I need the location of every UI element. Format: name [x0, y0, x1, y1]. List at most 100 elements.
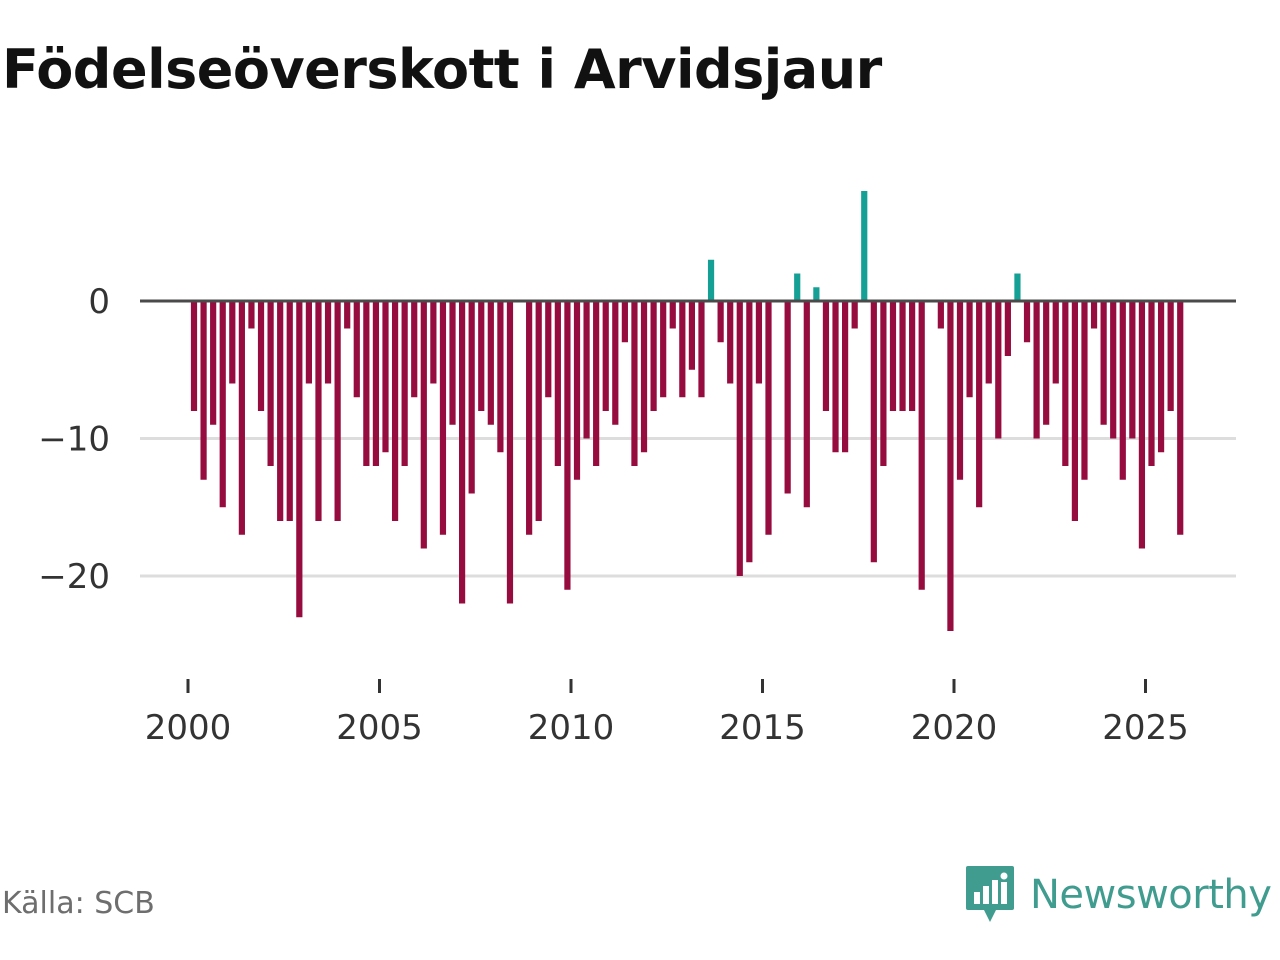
bar[interactable]: [459, 301, 466, 604]
bar[interactable]: [1138, 301, 1146, 549]
bar[interactable]: [1071, 301, 1078, 521]
bar[interactable]: [1033, 301, 1040, 439]
bar[interactable]: [966, 301, 973, 398]
bar[interactable]: [564, 301, 571, 590]
bar[interactable]: [746, 301, 753, 563]
bar[interactable]: [727, 301, 734, 384]
bar[interactable]: [219, 301, 226, 508]
bar[interactable]: [583, 301, 590, 439]
bar[interactable]: [1052, 301, 1059, 384]
bar[interactable]: [1081, 301, 1088, 480]
bar[interactable]: [909, 301, 916, 411]
bar[interactable]: [478, 301, 485, 411]
bar[interactable]: [899, 301, 906, 411]
bar[interactable]: [640, 301, 648, 453]
bar[interactable]: [688, 301, 695, 370]
bar[interactable]: [200, 301, 207, 480]
bar[interactable]: [621, 301, 628, 343]
bar[interactable]: [707, 259, 715, 301]
bar[interactable]: [669, 301, 676, 329]
bar[interactable]: [765, 301, 772, 535]
bar[interactable]: [1062, 301, 1069, 466]
bar[interactable]: [210, 301, 217, 425]
bar[interactable]: [995, 301, 1002, 439]
bar[interactable]: [947, 301, 954, 631]
bar[interactable]: [1119, 301, 1126, 480]
bar[interactable]: [257, 301, 265, 411]
bar[interactable]: [1129, 301, 1136, 439]
bar[interactable]: [851, 301, 858, 329]
bar[interactable]: [363, 301, 370, 466]
bar[interactable]: [794, 273, 801, 302]
bar[interactable]: [468, 301, 475, 494]
bar[interactable]: [267, 301, 274, 466]
bar[interactable]: [248, 301, 255, 329]
bar[interactable]: [1100, 301, 1107, 425]
bar[interactable]: [593, 301, 600, 466]
bar[interactable]: [803, 301, 810, 508]
bar[interactable]: [315, 301, 322, 521]
bar[interactable]: [842, 301, 849, 453]
bar[interactable]: [1167, 301, 1174, 411]
bar[interactable]: [324, 301, 332, 384]
bar[interactable]: [190, 301, 198, 411]
bar[interactable]: [1014, 273, 1021, 302]
bar[interactable]: [679, 301, 686, 398]
bar[interactable]: [545, 301, 552, 398]
bar[interactable]: [631, 301, 638, 466]
bar[interactable]: [334, 301, 341, 521]
bar[interactable]: [937, 301, 944, 329]
bar[interactable]: [755, 301, 763, 384]
bar[interactable]: [985, 301, 992, 384]
bar[interactable]: [506, 301, 514, 604]
bar[interactable]: [305, 301, 312, 384]
bar[interactable]: [449, 301, 456, 425]
bar[interactable]: [554, 301, 561, 466]
bar[interactable]: [277, 301, 284, 521]
bar[interactable]: [487, 301, 494, 425]
bar[interactable]: [1023, 301, 1031, 343]
bar[interactable]: [1148, 301, 1155, 466]
newsworthy-logo-link[interactable]: Newsworthy: [964, 864, 1272, 926]
bar[interactable]: [1177, 301, 1184, 535]
bar[interactable]: [344, 301, 351, 329]
bar[interactable]: [889, 301, 897, 411]
bar[interactable]: [736, 301, 743, 576]
bar[interactable]: [660, 301, 667, 398]
bar[interactable]: [861, 191, 868, 301]
bar[interactable]: [420, 301, 427, 549]
bar[interactable]: [1110, 301, 1117, 439]
bar[interactable]: [229, 301, 236, 384]
bar[interactable]: [238, 301, 245, 535]
bar[interactable]: [1004, 301, 1011, 356]
bar[interactable]: [602, 301, 609, 411]
bar[interactable]: [526, 301, 533, 535]
bar[interactable]: [784, 301, 791, 494]
bar[interactable]: [401, 301, 408, 466]
bar[interactable]: [832, 301, 839, 453]
bar[interactable]: [411, 301, 418, 398]
bar[interactable]: [612, 301, 619, 425]
bar[interactable]: [497, 301, 504, 453]
bar[interactable]: [717, 301, 724, 343]
bar[interactable]: [372, 301, 380, 466]
bar[interactable]: [1157, 301, 1165, 453]
bar[interactable]: [573, 301, 581, 480]
bar[interactable]: [439, 301, 447, 535]
bar[interactable]: [698, 301, 705, 398]
bar[interactable]: [353, 301, 360, 398]
bar[interactable]: [870, 301, 877, 563]
bar[interactable]: [1090, 301, 1098, 329]
bar[interactable]: [956, 301, 964, 480]
bar[interactable]: [813, 287, 820, 301]
bar[interactable]: [430, 301, 437, 384]
bar[interactable]: [976, 301, 983, 508]
bar[interactable]: [1043, 301, 1050, 425]
bar[interactable]: [286, 301, 293, 521]
bar[interactable]: [535, 301, 542, 521]
bar[interactable]: [918, 301, 925, 590]
bar[interactable]: [822, 301, 830, 411]
bar[interactable]: [650, 301, 657, 411]
bar[interactable]: [391, 301, 399, 521]
bar[interactable]: [880, 301, 887, 466]
